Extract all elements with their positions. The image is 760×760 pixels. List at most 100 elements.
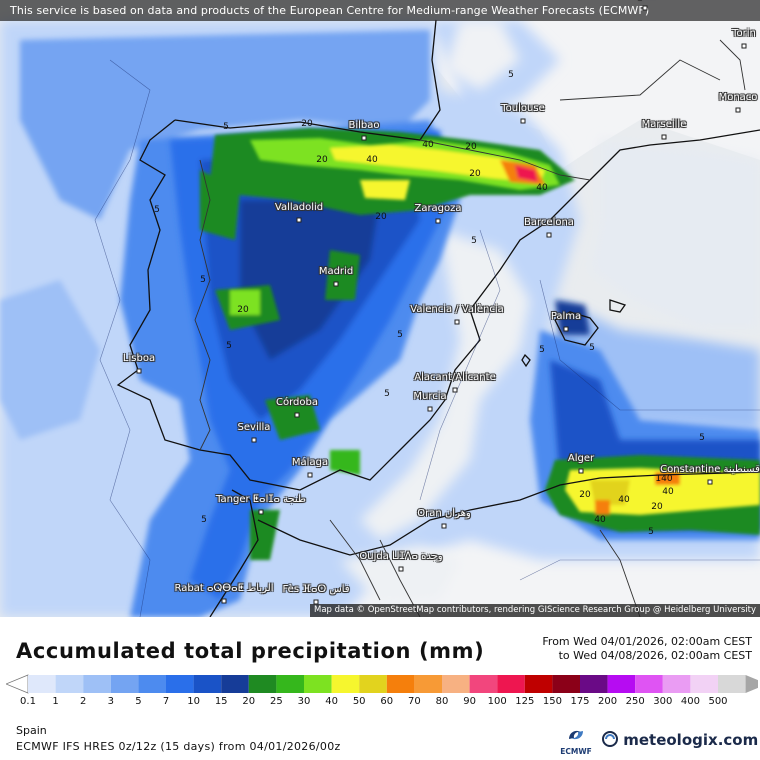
scale-tick-label: 150 bbox=[542, 696, 562, 707]
contour-value-label: 20 bbox=[375, 212, 387, 222]
precipitation-map[interactable]: This service is based on data and produc… bbox=[0, 0, 760, 617]
scale-tick-label: 1 bbox=[52, 696, 59, 707]
meteologix-globe-icon bbox=[602, 731, 618, 747]
legend-title: Accumulated total precipitation (mm) bbox=[16, 639, 485, 663]
scale-swatch bbox=[442, 675, 470, 693]
scale-underflow-arrow bbox=[6, 674, 29, 694]
scale-tick-label: 90 bbox=[463, 696, 476, 707]
legend-panel: Accumulated total precipitation (mm) Fro… bbox=[0, 617, 760, 760]
scale-tick-label: 300 bbox=[653, 696, 673, 707]
contour-value-label: 40 bbox=[594, 515, 606, 525]
contour-value-label: 20 bbox=[651, 502, 663, 512]
meteologix-logo[interactable]: meteologix.com bbox=[602, 731, 758, 749]
scale-tick-label: 80 bbox=[435, 696, 449, 707]
map-canvas bbox=[0, 19, 760, 617]
contour-value-label: 5 bbox=[397, 330, 403, 340]
scale-swatch bbox=[331, 675, 360, 693]
city-marker bbox=[258, 509, 264, 515]
ecmwf-swirl-icon bbox=[569, 730, 583, 740]
contour-value-label: 20 bbox=[465, 142, 477, 152]
city-marker bbox=[735, 107, 741, 113]
city-label: Tanger ⵟⴰⵏⵊⴰ طنجة bbox=[216, 494, 306, 505]
scale-swatch bbox=[276, 675, 304, 693]
contour-value-label: 5 bbox=[471, 236, 477, 246]
city-marker bbox=[398, 566, 404, 572]
city-marker bbox=[294, 412, 300, 418]
scale-swatch bbox=[193, 675, 222, 693]
scale-swatch bbox=[386, 675, 415, 693]
scale-swatch bbox=[469, 675, 498, 693]
scale-swatch bbox=[221, 675, 249, 693]
city-marker bbox=[427, 406, 433, 412]
scale-tick-label: 2 bbox=[80, 696, 87, 707]
scale-tick-label: 25 bbox=[270, 696, 283, 707]
city-label: Murcia bbox=[413, 391, 447, 402]
scale-tick-label: 175 bbox=[570, 696, 590, 707]
color-scale-bar bbox=[6, 674, 758, 694]
scale-swatch bbox=[55, 675, 84, 693]
ecmwf-logo: ECMWF bbox=[560, 727, 592, 756]
contour-value-label: 5 bbox=[699, 433, 705, 443]
contour-value-label: 40 bbox=[366, 155, 378, 165]
time-range: From Wed 04/01/2026, 02:00am CEST to Wed… bbox=[542, 635, 752, 663]
contour-value-label: 5 bbox=[201, 515, 207, 525]
scale-swatch bbox=[718, 675, 746, 693]
map-attribution[interactable]: Map data © OpenStreetMap contributors, r… bbox=[310, 604, 760, 617]
contour-value-label: 5 bbox=[539, 345, 545, 355]
city-label: Córdoba bbox=[276, 397, 318, 408]
scale-swatch bbox=[552, 675, 580, 693]
city-label: Torin bbox=[732, 28, 756, 39]
scale-swatch bbox=[580, 675, 608, 693]
city-label: Lisboa bbox=[122, 353, 156, 364]
contour-value-label: 140 bbox=[655, 474, 673, 484]
city-label: Lyon bbox=[633, 0, 656, 1]
city-label: Sevilla bbox=[237, 422, 271, 433]
precip-dry-pockets bbox=[340, 20, 760, 605]
contour-value-label: 20 bbox=[301, 119, 313, 129]
scale-tick-label: 250 bbox=[625, 696, 645, 707]
scale-tick-label: 5 bbox=[135, 696, 142, 707]
scale-swatch bbox=[635, 675, 663, 693]
city-label: Madrid bbox=[318, 266, 354, 277]
scale-tick-label: 500 bbox=[708, 696, 728, 707]
city-marker bbox=[435, 218, 441, 224]
contour-value-label: 20 bbox=[316, 155, 328, 165]
city-marker bbox=[251, 437, 257, 443]
city-marker bbox=[642, 5, 648, 11]
contour-value-label: 40 bbox=[618, 495, 630, 505]
scale-swatch bbox=[304, 675, 332, 693]
contour-value-label: 40 bbox=[422, 140, 434, 150]
scale-tick-label: 3 bbox=[107, 696, 114, 707]
city-marker bbox=[563, 326, 569, 332]
coastlines bbox=[116, 19, 760, 617]
contour-value-label: 5 bbox=[648, 527, 654, 537]
city-label: Rabat ⴰⵕⴱⴰⵟ الرباط bbox=[174, 583, 274, 594]
scale-tick-label: 30 bbox=[297, 696, 311, 707]
city-label: Oran وهران bbox=[417, 508, 471, 519]
city-label: Alger bbox=[567, 453, 595, 464]
city-marker bbox=[333, 281, 339, 287]
scale-swatch bbox=[110, 675, 139, 693]
city-label: Zaragoza bbox=[414, 203, 462, 214]
contour-value-label: 5 bbox=[384, 389, 390, 399]
scale-tick-label: 125 bbox=[515, 696, 535, 707]
scale-swatch bbox=[359, 675, 387, 693]
scale-tick-label: 200 bbox=[598, 696, 618, 707]
contour-value-label: 20 bbox=[579, 490, 591, 500]
scale-tick-label: 7 bbox=[162, 696, 170, 707]
city-label: Alacant/Alicante bbox=[414, 372, 496, 383]
scale-tick-label: 70 bbox=[408, 696, 421, 707]
scale-tick-label: 400 bbox=[680, 696, 700, 707]
scale-tick-label: 60 bbox=[380, 696, 394, 707]
contour-value-label: 5 bbox=[508, 70, 514, 80]
color-scale-ticks: 0.1 1 2 3 5 7 10 15 20 25 30 40 50 60 70 80 90 100 125 150 1… bbox=[0, 696, 760, 710]
contour-value-label: 40 bbox=[536, 183, 548, 193]
contour-value-label: 5 bbox=[154, 205, 160, 215]
city-label: Marseille bbox=[641, 119, 687, 130]
city-marker bbox=[136, 368, 142, 374]
city-marker bbox=[454, 319, 460, 325]
scale-swatch bbox=[524, 675, 553, 693]
city-label: Valladolid bbox=[274, 202, 324, 213]
scale-swatch bbox=[138, 675, 166, 693]
scale-swatch bbox=[690, 675, 718, 693]
